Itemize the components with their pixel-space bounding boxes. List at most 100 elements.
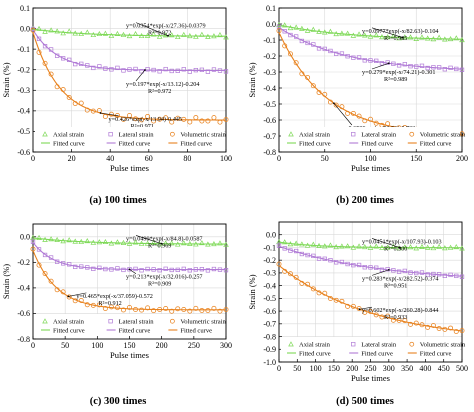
x-tick-label: 100 bbox=[220, 154, 232, 163]
axial-strain-point bbox=[396, 35, 402, 41]
fit-equation: y=0.213*exp(-x/32.016)-0.257 bbox=[126, 274, 203, 281]
annotation-arrow-head bbox=[387, 268, 390, 271]
legend-label: Volumetric strain bbox=[180, 319, 226, 326]
legend-label: Fitted curve bbox=[53, 141, 85, 148]
lateral-strain-point bbox=[396, 63, 402, 68]
x-tick-label: 200 bbox=[456, 154, 468, 163]
volumetric-strain-point bbox=[356, 306, 362, 312]
volumetric-strain-point bbox=[84, 302, 90, 308]
x-tick-label: 100 bbox=[91, 341, 103, 350]
axial-strain-point bbox=[373, 32, 380, 38]
lateral-strain-point bbox=[374, 58, 379, 63]
volumetric-strain-point bbox=[54, 287, 60, 293]
volumetric-strain-point bbox=[293, 274, 299, 280]
annotation-arrow bbox=[371, 63, 389, 70]
lateral-strain-point bbox=[103, 66, 108, 71]
volumetric-strain-point bbox=[42, 271, 48, 277]
lateral-strain-point bbox=[322, 46, 327, 52]
lateral-strain-point bbox=[109, 67, 114, 72]
axial-strain-point bbox=[108, 32, 115, 38]
x-tick-label: 450 bbox=[438, 364, 450, 373]
lateral-strain-point bbox=[61, 261, 66, 266]
lateral-strain-point bbox=[175, 267, 180, 273]
lateral-strain-point bbox=[282, 246, 287, 251]
axial-strain-point bbox=[205, 241, 211, 247]
volumetric-strain-point bbox=[333, 297, 339, 303]
axial-strain-point bbox=[120, 31, 127, 37]
lateral-strain-point bbox=[334, 51, 339, 56]
lateral-strain-point bbox=[402, 268, 407, 274]
y-tick-label: -0.4 bbox=[263, 281, 276, 290]
axial-strain-point bbox=[211, 241, 217, 247]
lateral-strain-point bbox=[442, 273, 447, 278]
volumetric-strain-point bbox=[373, 120, 379, 126]
fit-r-squared: R²=0.971 bbox=[131, 123, 154, 130]
y-tick-label: -0.1 bbox=[263, 243, 276, 252]
volumetric-strain-point bbox=[453, 329, 459, 335]
axial-strain-point bbox=[102, 30, 109, 36]
lateral-strain-point bbox=[175, 68, 180, 73]
lateral-strain-point bbox=[322, 256, 327, 261]
y-tick-label: -0.6 bbox=[263, 307, 276, 316]
volumetric-strain-point bbox=[30, 27, 36, 33]
lateral-strain-point bbox=[448, 65, 453, 70]
fit-equation: y=0.602*exp(-x/260.28)-0.844 bbox=[362, 307, 439, 314]
axial-strain-point bbox=[344, 243, 351, 249]
legend-label: Lateral strain bbox=[119, 319, 155, 326]
axial-strain-point bbox=[54, 28, 60, 34]
volumetric-strain-point bbox=[72, 101, 78, 107]
legend-label: Fitted curve bbox=[361, 141, 393, 148]
volumetric-strain-point bbox=[205, 118, 211, 124]
legend-marker-axial bbox=[42, 131, 48, 137]
volumetric-strain-point bbox=[193, 305, 199, 311]
lateral-strain-point bbox=[151, 67, 156, 73]
y-tick-label: -0.3 bbox=[263, 269, 276, 278]
lateral-strain-point bbox=[157, 69, 162, 74]
volumetric-strain-point bbox=[448, 325, 454, 331]
volumetric-strain-point bbox=[127, 304, 132, 310]
volumetric-strain-point bbox=[408, 321, 414, 327]
x-tick-label: 200 bbox=[346, 364, 358, 373]
volumetric-strain-point bbox=[66, 95, 72, 100]
annotation-arrow bbox=[100, 112, 119, 117]
legend-label: Fitted curve bbox=[180, 141, 212, 148]
legend-marker-axial bbox=[288, 341, 294, 347]
axial-strain-point bbox=[168, 240, 175, 246]
volumetric-strain-point bbox=[316, 290, 322, 296]
fit-equation: y=0.426*exp(-x/13.94)-0.445 bbox=[109, 116, 182, 123]
lateral-strain-point bbox=[187, 268, 192, 273]
x-tick-label: 250 bbox=[188, 341, 200, 350]
volumetric-strain-point bbox=[96, 108, 102, 114]
x-tick-label: 0 bbox=[277, 154, 281, 163]
volumetric-strain-point bbox=[211, 115, 217, 121]
fit-r-squared: R²=0.951 bbox=[384, 282, 407, 289]
volumetric-strain-point bbox=[217, 308, 223, 314]
axial-strain-point bbox=[78, 238, 85, 244]
axial-strain-point bbox=[367, 244, 374, 250]
x-tick-label: 50 bbox=[61, 341, 69, 350]
axial-strain-point bbox=[90, 31, 97, 38]
lateral-strain-point bbox=[151, 267, 156, 272]
legend-label: Fitted curve bbox=[420, 351, 452, 358]
axial-strain-point bbox=[293, 240, 299, 246]
axial-strain-point bbox=[339, 243, 345, 249]
lateral-strain-point bbox=[85, 265, 90, 270]
volumetric-strain-point bbox=[84, 107, 90, 113]
lateral-strain-point bbox=[334, 260, 339, 265]
annotation-arrow bbox=[135, 69, 146, 82]
volumetric-strain-point bbox=[276, 28, 282, 34]
axial-strain-point bbox=[187, 240, 193, 246]
lateral-strain-point bbox=[282, 29, 287, 34]
lateral-strain-point bbox=[48, 255, 54, 260]
axial-strain-point bbox=[447, 244, 454, 250]
axial-strain-point bbox=[424, 35, 431, 41]
volumetric-strain-point bbox=[368, 116, 373, 122]
lateral-strain-point bbox=[42, 252, 48, 258]
annotation-arrow-head bbox=[401, 36, 404, 39]
axial-strain-point bbox=[299, 25, 305, 31]
volumetric-strain-point bbox=[287, 51, 293, 57]
legend-marker-volumetric bbox=[409, 131, 415, 137]
lateral-strain-point bbox=[425, 65, 430, 71]
volumetric-strain-point bbox=[193, 115, 199, 121]
lateral-strain-point bbox=[328, 48, 333, 54]
